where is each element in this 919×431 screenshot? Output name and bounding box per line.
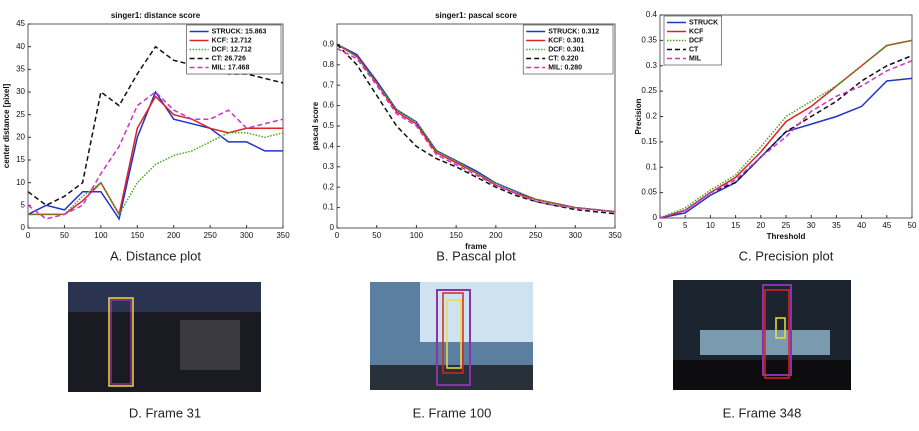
y-tick-label: 5 bbox=[21, 200, 26, 209]
x-tick-label: 300 bbox=[240, 231, 254, 240]
y-tick-label: 0.1 bbox=[646, 162, 658, 171]
chart-title: singer1: distance score bbox=[111, 11, 201, 20]
legend-label: STRUCK: 15.863 bbox=[212, 28, 267, 35]
legend-label: KCF bbox=[689, 28, 704, 35]
x-axis-label: frame bbox=[465, 242, 487, 251]
x-tick-label: 0 bbox=[658, 221, 663, 230]
x-tick-label: 45 bbox=[882, 221, 891, 230]
series-line bbox=[27, 91, 284, 220]
legend-label: CT bbox=[689, 46, 699, 53]
legend-label: MIL: 0.280 bbox=[548, 64, 582, 71]
x-tick-label: 350 bbox=[276, 231, 290, 240]
legend-label: STRUCK bbox=[689, 19, 718, 26]
x-tick-label: 40 bbox=[857, 221, 866, 230]
y-tick-label: 0.9 bbox=[323, 40, 335, 49]
x-tick-label: 350 bbox=[608, 231, 622, 240]
y-axis-label: Precision bbox=[634, 98, 643, 134]
chart-caption: A. Distance plot bbox=[110, 248, 201, 263]
x-tick-label: 30 bbox=[807, 221, 816, 230]
y-tick-label: 0 bbox=[21, 223, 26, 232]
legend-label: KCF: 0.301 bbox=[548, 37, 584, 44]
y-tick-label: 0.3 bbox=[323, 162, 335, 171]
frame-image bbox=[673, 280, 851, 390]
x-tick-label: 100 bbox=[410, 231, 424, 240]
chart-caption: B. Pascal plot bbox=[436, 248, 516, 263]
y-tick-label: 0.5 bbox=[323, 121, 335, 130]
x-tick-label: 50 bbox=[60, 231, 69, 240]
y-tick-label: 0.4 bbox=[323, 142, 335, 151]
y-tick-label: 30 bbox=[16, 87, 25, 96]
legend-label: DCF: 12.712 bbox=[212, 46, 252, 53]
series-line bbox=[336, 47, 616, 213]
chart-title: singer1: pascal score bbox=[435, 11, 517, 20]
x-tick-label: 0 bbox=[335, 231, 340, 240]
x-tick-label: 25 bbox=[782, 221, 791, 230]
legend-label: DCF bbox=[689, 37, 704, 44]
y-tick-label: 15 bbox=[16, 155, 25, 164]
x-tick-label: 300 bbox=[569, 231, 583, 240]
y-axis-label: pascal score bbox=[311, 101, 320, 150]
series-line bbox=[28, 95, 283, 217]
y-tick-label: 0.2 bbox=[323, 182, 335, 191]
x-tick-label: 200 bbox=[489, 231, 503, 240]
x-tick-label: 50 bbox=[908, 221, 917, 230]
legend-label: STRUCK: 0.312 bbox=[548, 28, 599, 35]
x-tick-label: 35 bbox=[832, 221, 841, 230]
y-tick-label: 0.7 bbox=[323, 80, 335, 89]
y-tick-label: 40 bbox=[16, 42, 25, 51]
x-axis-label: Threshold bbox=[767, 232, 806, 241]
x-tick-label: 20 bbox=[756, 221, 765, 230]
x-tick-label: 0 bbox=[26, 231, 31, 240]
y-tick-label: 0.1 bbox=[323, 203, 335, 212]
y-tick-label: 0 bbox=[653, 213, 658, 222]
frame-caption: E. Frame 100 bbox=[413, 405, 492, 420]
series-line bbox=[27, 45, 284, 207]
legend-label: KCF: 12.712 bbox=[212, 37, 252, 44]
y-tick-label: 10 bbox=[16, 178, 25, 187]
x-tick-label: 150 bbox=[131, 231, 145, 240]
y-tick-label: 45 bbox=[16, 19, 25, 28]
frame-image bbox=[68, 282, 261, 392]
x-tick-label: 50 bbox=[372, 231, 381, 240]
y-tick-label: 0.25 bbox=[641, 86, 657, 95]
series-line bbox=[28, 132, 284, 216]
series-line bbox=[659, 54, 913, 219]
y-tick-label: 20 bbox=[16, 132, 25, 141]
x-tick-label: 250 bbox=[203, 231, 217, 240]
x-tick-label: 150 bbox=[449, 231, 463, 240]
y-tick-label: 0.2 bbox=[646, 112, 658, 121]
y-tick-label: 0.35 bbox=[641, 35, 657, 44]
frame-caption: D. Frame 31 bbox=[129, 405, 201, 420]
legend-label: CT: 26.726 bbox=[212, 55, 246, 62]
legend-box bbox=[522, 24, 614, 75]
y-tick-label: 0.8 bbox=[323, 60, 335, 69]
x-tick-label: 100 bbox=[94, 231, 108, 240]
y-tick-label: 0.05 bbox=[641, 188, 657, 197]
y-tick-label: 0 bbox=[330, 223, 335, 232]
y-tick-label: 0.3 bbox=[646, 61, 658, 70]
x-tick-label: 10 bbox=[706, 221, 715, 230]
y-tick-label: 0.6 bbox=[323, 101, 335, 110]
legend-label: MIL bbox=[689, 55, 702, 62]
x-tick-label: 5 bbox=[683, 221, 688, 230]
legend-label: MIL: 17.468 bbox=[212, 64, 250, 71]
x-tick-label: 250 bbox=[529, 231, 543, 240]
series-line bbox=[659, 39, 913, 219]
legend-label: CT: 0.220 bbox=[548, 55, 578, 62]
y-tick-label: 25 bbox=[16, 110, 25, 119]
chart-caption: C. Precision plot bbox=[739, 248, 834, 263]
y-tick-label: 0.15 bbox=[641, 137, 657, 146]
series-line bbox=[27, 90, 283, 221]
y-tick-label: 35 bbox=[16, 64, 25, 73]
frame-image bbox=[370, 282, 533, 390]
x-tick-label: 200 bbox=[167, 231, 181, 240]
y-tick-label: 0.4 bbox=[646, 10, 658, 19]
legend-label: DCF: 0.301 bbox=[548, 46, 584, 53]
x-tick-label: 15 bbox=[731, 221, 740, 230]
y-axis-label: center distance [pixel] bbox=[2, 83, 11, 168]
frame-caption: E. Frame 348 bbox=[723, 405, 802, 420]
